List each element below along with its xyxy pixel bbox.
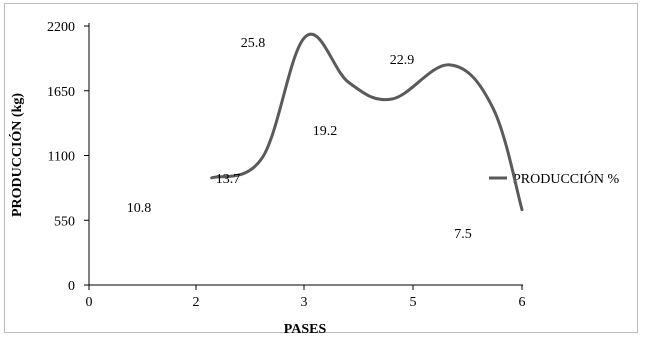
chart-frame xyxy=(4,3,638,333)
x-tick-label: 6 xyxy=(519,295,526,310)
data-label: 13.7 xyxy=(216,172,241,187)
x-tick-label: 2 xyxy=(193,295,200,310)
x-tick-label: 0 xyxy=(86,295,93,310)
series-line-produccion xyxy=(210,32,524,212)
data-label: 7.5 xyxy=(454,227,472,242)
y-tick-label: 550 xyxy=(54,214,75,229)
data-label: 19.2 xyxy=(313,124,338,139)
x-axis-title: PASES xyxy=(284,322,327,337)
y-tick-label: 2200 xyxy=(47,20,75,35)
data-label: 22.9 xyxy=(390,53,415,68)
data-label: 25.8 xyxy=(241,36,266,51)
y-axis-title: PRODUCCIÓN (kg) xyxy=(8,93,25,217)
x-tick-label: 3 xyxy=(301,295,308,310)
y-tick-label: 0 xyxy=(68,279,75,294)
y-tick-label: 1100 xyxy=(48,150,75,165)
y-tick-label: 1650 xyxy=(47,85,75,100)
legend-label: PRODUCCIÓN % xyxy=(513,170,620,187)
x-tick-label: 5 xyxy=(410,295,417,310)
data-label: 10.8 xyxy=(127,201,152,216)
